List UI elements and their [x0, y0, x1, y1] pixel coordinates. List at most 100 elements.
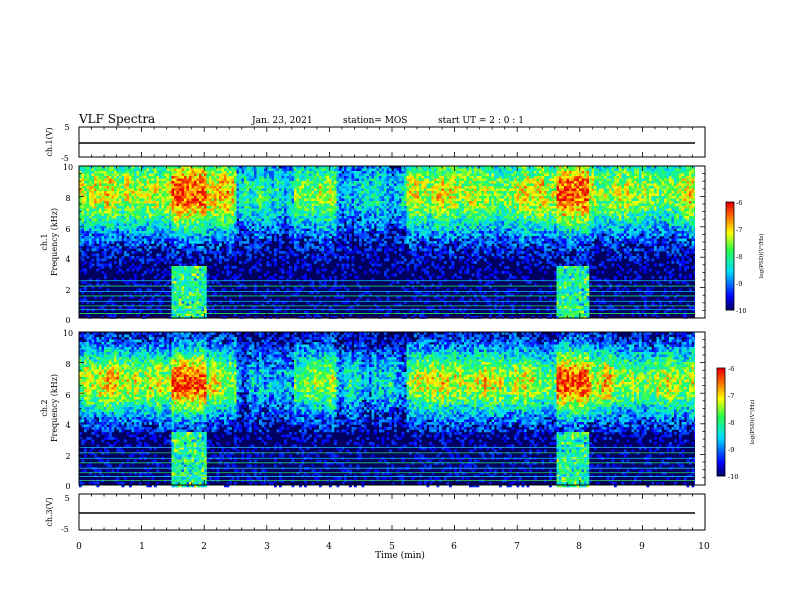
- spectrogram-cell: [209, 241, 212, 244]
- spectrogram-cell: [197, 221, 200, 224]
- spectrogram-cell: [179, 266, 182, 269]
- spectrogram-cell: [269, 184, 272, 187]
- spectrogram-cell: [359, 296, 362, 299]
- spectrogram-cell: [317, 214, 320, 217]
- spectrogram-cell: [282, 214, 285, 217]
- spectrogram-cell: [174, 274, 177, 277]
- spectrogram-cell: [109, 211, 112, 214]
- spectrogram-cell: [129, 241, 132, 244]
- spectrogram-cell: [149, 241, 152, 244]
- spectrogram-cell: [109, 171, 112, 174]
- spectrogram-cell: [142, 196, 145, 199]
- spectrogram-cell: [139, 211, 142, 214]
- spectrogram-cell: [154, 181, 157, 184]
- spectrogram-cell: [84, 176, 87, 179]
- spectrogram-cell: [94, 221, 97, 224]
- spectrogram-cell: [322, 199, 325, 202]
- spectrogram-cell: [342, 229, 345, 232]
- spectrogram-cell: [234, 189, 237, 192]
- spectrogram-cell: [112, 231, 115, 234]
- spectrogram-cell: [122, 234, 125, 237]
- spectrogram-cell: [97, 221, 100, 224]
- spectrogram-cell: [142, 184, 145, 187]
- spectrogram-cell: [207, 194, 210, 197]
- spectrogram-cell: [367, 224, 370, 227]
- spectrogram-cell: [287, 219, 290, 222]
- spectrogram-cell: [124, 226, 127, 229]
- spectrogram-cell: [227, 176, 230, 179]
- spectrogram-cell: [104, 189, 107, 192]
- spectrogram-cell: [152, 171, 155, 174]
- spectrogram-cell: [222, 191, 225, 194]
- spectrogram-cell: [172, 236, 175, 239]
- spectrogram-cell: [137, 216, 140, 219]
- spectrogram-cell: [199, 189, 202, 192]
- spectrogram-cell: [364, 181, 367, 184]
- spectrogram-cell: [159, 226, 162, 229]
- spectrogram-cell: [107, 211, 110, 214]
- spectrogram-cell: [169, 261, 172, 264]
- spectrogram-cell: [277, 219, 280, 222]
- spectrogram-cell: [199, 214, 202, 217]
- spectrogram-cell: [187, 201, 190, 204]
- spectrogram-cell: [329, 186, 332, 189]
- spectrogram-cell: [319, 239, 322, 242]
- spectrogram-cell: [262, 209, 265, 212]
- spectrogram-cell: [379, 216, 382, 219]
- spectrogram-cell: [154, 281, 157, 284]
- spectrogram-cell: [127, 179, 130, 182]
- spectrogram-cell: [147, 236, 150, 239]
- spectrogram-cell: [209, 239, 212, 242]
- spectrogram-cell: [339, 244, 342, 247]
- spectrogram-cell: [342, 266, 345, 269]
- spectrogram-cell: [177, 199, 180, 202]
- spectrogram-cell: [259, 236, 262, 239]
- spectrogram-cell: [332, 251, 335, 254]
- spectrogram-cell: [229, 271, 232, 274]
- spectrogram-cell: [169, 209, 172, 212]
- spectrogram-cell: [389, 186, 392, 189]
- spectrogram-cell: [182, 296, 185, 299]
- spectrogram-cell: [282, 276, 285, 279]
- spectrogram-cell: [214, 186, 217, 189]
- spectrogram-cell: [304, 189, 307, 192]
- spectrogram-cell: [274, 214, 277, 217]
- spectrogram-cell: [129, 296, 132, 299]
- spectrogram-cell: [127, 174, 130, 177]
- spectrogram-cell: [387, 236, 390, 239]
- spectrogram-cell: [229, 211, 232, 214]
- spectrogram-cell: [137, 176, 140, 179]
- spectrogram-cell: [372, 199, 375, 202]
- spectrogram-cell: [82, 209, 85, 212]
- spectrogram-cell: [307, 171, 310, 174]
- spectrogram-cell: [97, 189, 100, 192]
- spectrogram-cell: [279, 189, 282, 192]
- spectrogram-cell: [162, 189, 165, 192]
- spectrogram-cell: [312, 231, 315, 234]
- spectrogram-cell: [324, 224, 327, 227]
- spectrogram-cell: [127, 306, 130, 309]
- spectrogram-cell: [174, 296, 177, 299]
- spectrogram-cell: [227, 206, 230, 209]
- spectrogram-cell: [162, 214, 165, 217]
- spectrogram-cell: [239, 251, 242, 254]
- spectrogram-cell: [309, 184, 312, 187]
- spectrogram-cell: [122, 226, 125, 229]
- spectrogram-cell: [257, 249, 260, 252]
- spectrogram-cell: [379, 194, 382, 197]
- spectrogram-cell: [194, 314, 197, 317]
- spectrogram-cell: [132, 239, 135, 242]
- spectrogram-cell: [362, 169, 365, 172]
- spectrogram-cell: [312, 229, 315, 232]
- spectrogram-cell: [159, 171, 162, 174]
- spectrogram-cell: [339, 174, 342, 177]
- spectrogram-cell: [192, 306, 195, 309]
- spectrogram-cell: [272, 214, 275, 217]
- spectrogram-cell: [204, 176, 207, 179]
- spectrogram-cell: [99, 179, 102, 182]
- spectrogram-cell: [202, 261, 205, 264]
- spectrogram-cell: [94, 199, 97, 202]
- spectrogram-cell: [227, 209, 230, 212]
- spectrogram-cell: [294, 199, 297, 202]
- spectrogram-cell: [329, 179, 332, 182]
